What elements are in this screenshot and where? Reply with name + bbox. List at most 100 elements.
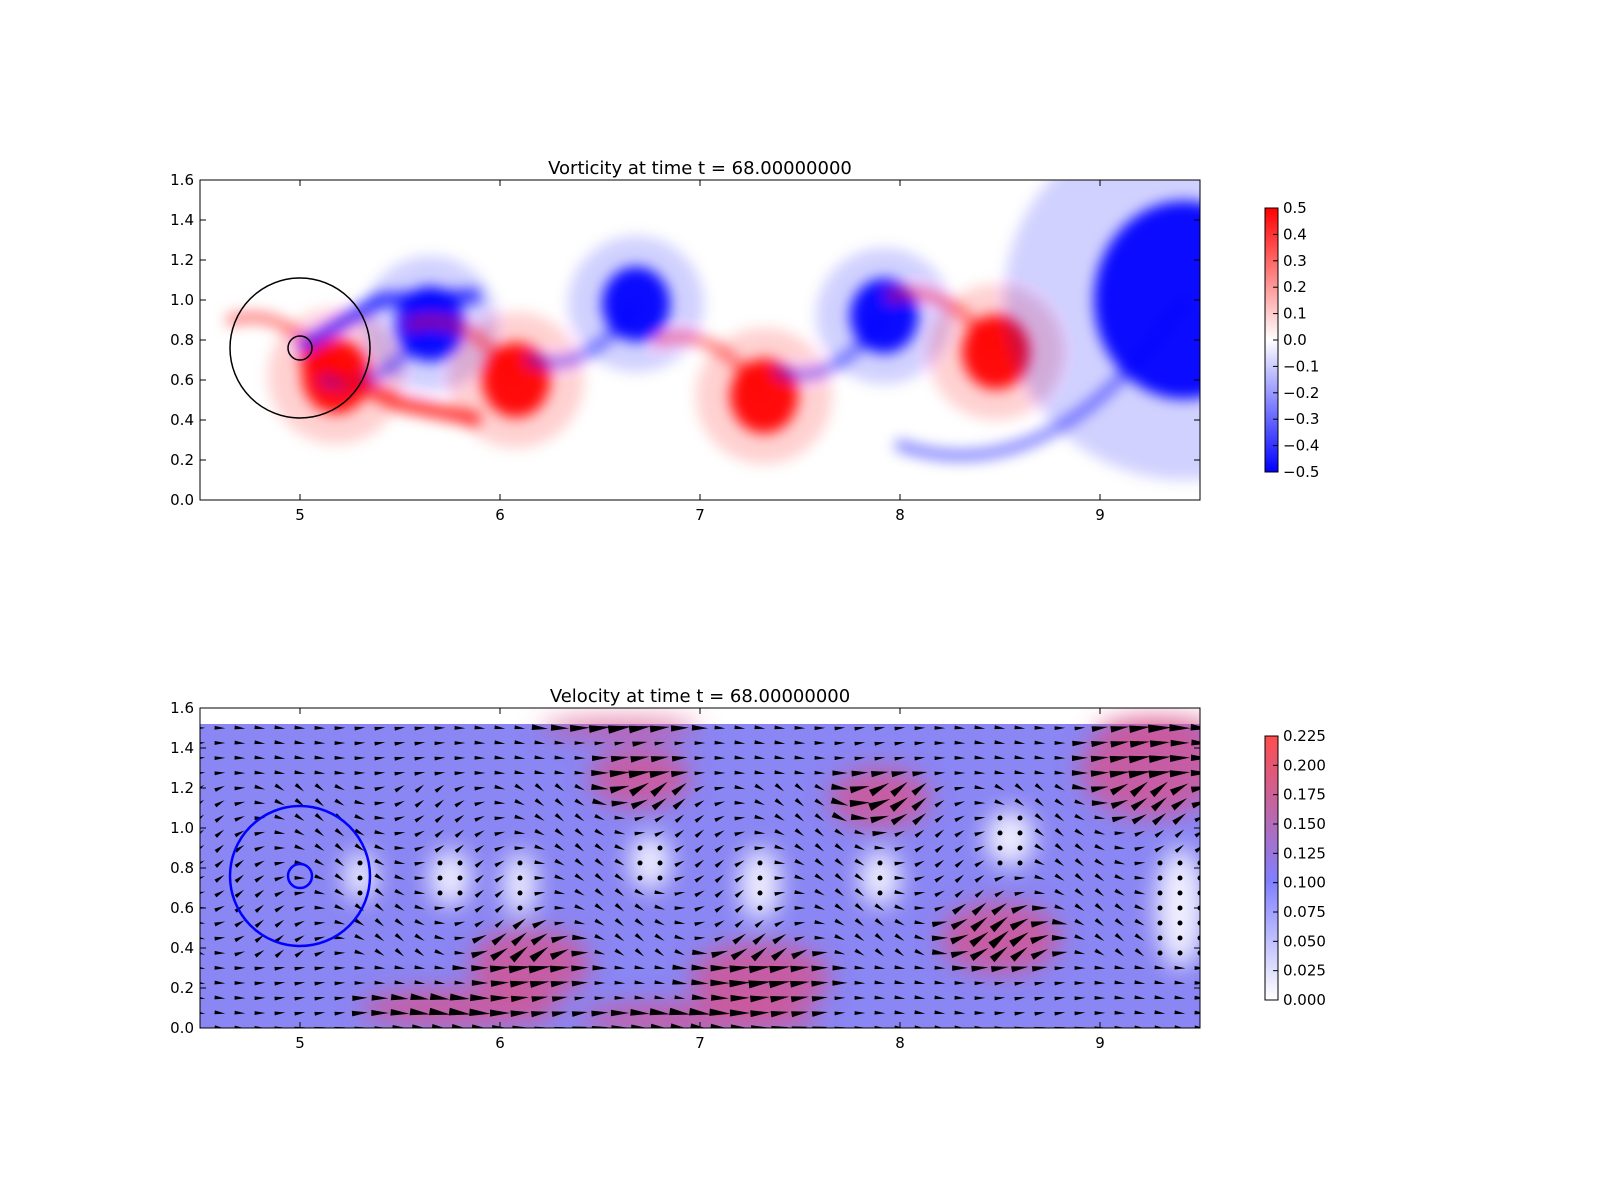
quiver-arrow xyxy=(1109,783,1129,796)
quiver-arrow xyxy=(632,741,648,747)
quiver-arrow xyxy=(774,725,786,730)
quiver-arrow xyxy=(434,784,445,793)
quiver-arrow xyxy=(1034,996,1046,1001)
quiver-arrow xyxy=(1014,725,1026,730)
quiver-arrow xyxy=(734,845,745,852)
quiver-arrow xyxy=(470,950,489,959)
quiver-arrow xyxy=(314,996,326,1001)
quiver-arrow xyxy=(974,785,986,790)
cylinder-circle xyxy=(287,335,313,361)
quiver-arrow xyxy=(950,950,969,959)
quiver-arrow xyxy=(831,783,849,790)
vortex-core xyxy=(602,266,670,342)
quiver-arrow xyxy=(669,1007,691,1016)
quiver-arrow xyxy=(1134,965,1146,970)
quiver-arrow xyxy=(988,930,1009,949)
quiver-arrow xyxy=(734,725,746,730)
quiver xyxy=(200,723,1200,1028)
quiver-arrow xyxy=(594,934,605,941)
quiver-arrow xyxy=(732,933,747,945)
quiver-arrow xyxy=(294,783,305,792)
quiver-arrow xyxy=(494,725,506,730)
quiver-arrow xyxy=(1014,891,1026,897)
quiver-arrow xyxy=(631,1024,648,1028)
quiver-arrow xyxy=(850,813,869,821)
quiver-arrow xyxy=(514,830,526,835)
quiver-arrow xyxy=(594,873,605,882)
quiver-dot xyxy=(877,860,883,866)
quiver-arrow xyxy=(714,830,725,838)
quiver-arrow xyxy=(1054,904,1066,910)
quiver-arrow xyxy=(200,742,206,744)
quiver-dot xyxy=(637,845,643,851)
quiver-arrow xyxy=(714,725,726,730)
quiver-arrow xyxy=(1171,798,1188,811)
quiver-arrow xyxy=(854,995,866,1000)
quiver-arrow xyxy=(314,966,326,971)
quiver-arrow xyxy=(974,816,986,821)
quiver-arrow xyxy=(714,771,726,775)
quiver-dot xyxy=(517,860,523,866)
quiver-arrow xyxy=(434,949,445,956)
quiver-arrow xyxy=(234,801,246,807)
quiver-arrow xyxy=(954,844,965,853)
quiver-arrow xyxy=(694,906,706,912)
velocity-ticks: 5 6 7 8 9 0.0 0.2 0.4 0.6 0.8 1.0 1.2 1.4 1.6 xyxy=(170,699,1200,1052)
quiver-arrow xyxy=(234,935,245,943)
quiver-arrow xyxy=(374,786,386,792)
quiver-arrow xyxy=(834,996,846,1001)
quiver-arrow xyxy=(354,741,366,746)
quiver-arrow xyxy=(674,829,685,838)
quiver-arrow xyxy=(200,784,205,790)
quiver-arrow xyxy=(234,844,245,853)
quiver-arrow xyxy=(374,873,385,882)
quiver-arrow xyxy=(934,756,946,761)
quiver-arrow xyxy=(854,903,865,912)
quiver-arrow xyxy=(254,800,266,805)
quiver-arrow xyxy=(734,874,745,883)
vorticity-colorbar-tick-label: 0.5 xyxy=(1283,199,1307,217)
quiver-arrow xyxy=(451,1023,465,1028)
quiver-arrow xyxy=(1034,813,1045,822)
quiver-arrow xyxy=(294,935,305,943)
quiver-arrow xyxy=(1074,949,1086,955)
quiver-arrow xyxy=(414,980,426,985)
quiver-arrow xyxy=(371,994,389,1001)
quiver-arrow xyxy=(412,1024,425,1028)
quiver-arrow xyxy=(474,725,486,730)
quiver-arrow xyxy=(1009,932,1029,947)
quiver-arrow xyxy=(1114,831,1126,836)
quiver-arrow xyxy=(1054,1026,1066,1028)
quiver-arrow xyxy=(754,799,765,806)
quiver-arrow xyxy=(489,965,510,973)
quiver-arrow xyxy=(1034,890,1046,895)
quiver-arrow xyxy=(1129,781,1148,798)
quiver-arrow xyxy=(874,756,886,761)
quiver-arrow xyxy=(894,1010,906,1015)
quiver-arrow xyxy=(234,1025,244,1028)
quiver-arrow xyxy=(594,814,605,821)
quiver-arrow xyxy=(1194,831,1200,838)
quiver-arrow xyxy=(374,771,386,776)
quiver-arrow xyxy=(711,994,729,1001)
quiver-arrow xyxy=(954,1025,964,1028)
quiver-arrow xyxy=(954,801,966,807)
vorticity-colorbar-tick-label: −0.5 xyxy=(1283,463,1319,481)
quiver-arrow xyxy=(674,814,685,823)
quiver-arrow xyxy=(854,756,866,761)
quiver-dot xyxy=(637,875,643,881)
quiver-arrow xyxy=(1074,996,1086,1001)
quiver-arrow xyxy=(774,829,785,836)
cylinder-circle xyxy=(286,862,314,890)
quiver-arrow xyxy=(628,770,652,779)
quiver-dot xyxy=(997,845,1003,851)
quiver-arrow xyxy=(1054,770,1066,775)
quiver-arrow xyxy=(274,783,285,791)
quiver-arrow xyxy=(494,816,506,821)
quiver-arrow xyxy=(714,801,726,807)
quiver-arrow xyxy=(394,726,406,731)
quiver-arrow xyxy=(1114,918,1125,927)
quiver-arrow xyxy=(1174,1025,1183,1028)
quiver-arrow xyxy=(1054,888,1065,896)
quiver-arrow xyxy=(854,888,865,897)
